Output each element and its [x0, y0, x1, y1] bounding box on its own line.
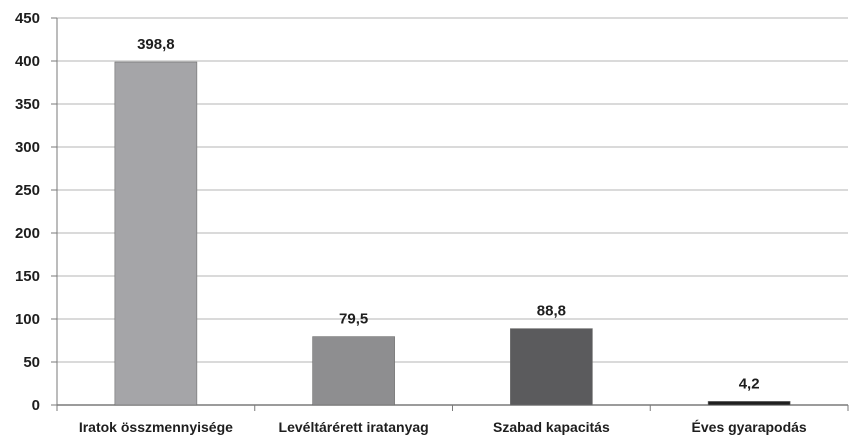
- y-tick-label: 200: [15, 225, 40, 242]
- y-tick-label: 400: [15, 53, 40, 70]
- data-label: 88,8: [537, 303, 566, 320]
- data-label: 398,8: [137, 36, 175, 53]
- data-label: 4,2: [739, 375, 760, 392]
- bar: [312, 336, 395, 406]
- x-category-label: Levéltárérett iratanyag: [279, 419, 429, 435]
- y-tick-label: 100: [15, 311, 40, 328]
- y-tick-label: 50: [23, 354, 40, 371]
- y-tick-label: 350: [15, 96, 40, 113]
- bar: [510, 328, 593, 406]
- data-label: 79,5: [339, 311, 368, 328]
- x-category-label: Szabad kapacitás: [493, 419, 610, 435]
- bar: [114, 61, 198, 406]
- bar: [707, 401, 791, 406]
- y-tick-label: 150: [15, 268, 40, 285]
- y-tick-label: 450: [15, 10, 40, 27]
- y-tick-label: 0: [32, 397, 40, 414]
- y-tick-label: 250: [15, 182, 40, 199]
- x-category-label: Éves gyarapodás: [692, 419, 807, 435]
- x-category-label: Iratok összmennyisége: [79, 419, 233, 435]
- y-tick-label: 300: [15, 139, 40, 156]
